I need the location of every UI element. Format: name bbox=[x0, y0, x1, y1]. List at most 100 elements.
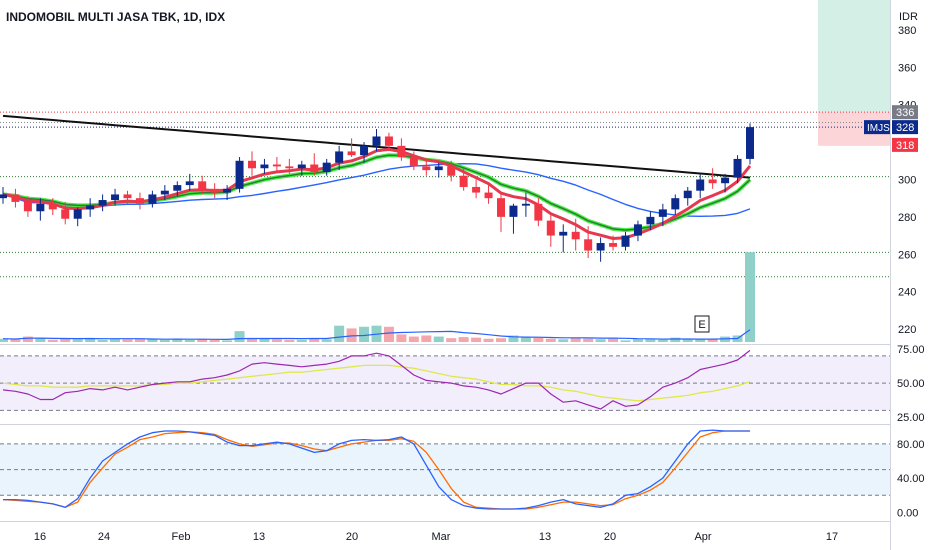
candle-body bbox=[297, 164, 306, 169]
candle-body bbox=[384, 136, 393, 146]
time-tick-label: 20 bbox=[346, 531, 358, 543]
symbol-tag-bg bbox=[864, 120, 890, 135]
candle bbox=[497, 192, 505, 232]
candle-body bbox=[61, 209, 70, 219]
price-tick-label: 240 bbox=[898, 287, 916, 299]
candle bbox=[733, 155, 742, 184]
time-tick-label: Feb bbox=[172, 531, 191, 543]
candle bbox=[11, 188, 20, 208]
volume-bar bbox=[159, 339, 170, 342]
earnings-marker-box bbox=[694, 315, 710, 333]
volume-bar bbox=[695, 338, 706, 342]
candle bbox=[584, 226, 593, 258]
candle-body bbox=[584, 239, 593, 251]
candle-body bbox=[633, 224, 642, 236]
stoch-tick-label: 40.00 bbox=[897, 473, 925, 485]
volume-bar bbox=[147, 339, 158, 342]
candle-body bbox=[73, 209, 82, 219]
candle bbox=[173, 181, 182, 197]
volume-bar bbox=[682, 339, 693, 342]
volume-bar bbox=[110, 338, 121, 342]
candle-body bbox=[135, 198, 144, 204]
time-tick-label: 13 bbox=[539, 531, 551, 543]
candle-body bbox=[360, 145, 369, 156]
price-tick-label: 280 bbox=[898, 212, 916, 224]
candle-body bbox=[733, 158, 742, 178]
candle-body bbox=[372, 136, 381, 146]
candle bbox=[397, 138, 406, 161]
candle bbox=[409, 151, 418, 171]
current-price-tag-bg bbox=[892, 120, 918, 135]
volume-bar bbox=[471, 337, 482, 342]
volume-bar bbox=[533, 337, 544, 342]
volume-bar bbox=[10, 339, 21, 342]
rsi-ma-line bbox=[2, 364, 751, 402]
rsi-line bbox=[2, 349, 751, 410]
candle bbox=[185, 173, 194, 191]
candle-body bbox=[559, 231, 568, 236]
stoch-tick-label: 0.00 bbox=[897, 507, 918, 519]
price-tick-label: 260 bbox=[898, 249, 916, 261]
candle-body bbox=[621, 235, 630, 247]
candle-body bbox=[696, 179, 705, 191]
candle-body bbox=[534, 203, 543, 221]
time-tick-label: 24 bbox=[98, 531, 110, 543]
candle-body bbox=[646, 216, 655, 225]
volume-bar bbox=[184, 339, 195, 342]
candle-body bbox=[86, 205, 95, 210]
earnings-marker-label: E bbox=[698, 319, 705, 331]
volume-bar bbox=[670, 337, 681, 342]
volume-bar bbox=[496, 338, 506, 342]
candle bbox=[23, 196, 32, 217]
candle bbox=[459, 168, 468, 191]
target-price-tag-bg bbox=[892, 105, 918, 120]
time-tick-label: 16 bbox=[34, 531, 46, 543]
candle-body bbox=[409, 157, 418, 167]
target-zone bbox=[818, 0, 890, 113]
candle-body bbox=[322, 162, 331, 172]
volume-bar bbox=[234, 331, 245, 342]
candle-body bbox=[23, 201, 32, 212]
candle bbox=[347, 138, 356, 158]
volume-bar bbox=[707, 339, 718, 342]
candle-body bbox=[235, 160, 244, 189]
candle-body bbox=[546, 220, 555, 236]
candle-body bbox=[223, 188, 232, 193]
candle-body bbox=[335, 151, 344, 163]
candle bbox=[521, 192, 530, 217]
volume-bar bbox=[745, 252, 755, 342]
volume-bar bbox=[570, 337, 581, 342]
volume-bar bbox=[172, 339, 183, 342]
candle bbox=[235, 157, 244, 193]
candle-body bbox=[571, 231, 580, 240]
candle-body bbox=[683, 190, 692, 199]
candle bbox=[708, 168, 717, 189]
stop-price-tag-text: 318 bbox=[896, 140, 914, 152]
candle bbox=[621, 231, 630, 251]
candle-body bbox=[497, 198, 505, 217]
candle bbox=[683, 186, 692, 206]
candle-body bbox=[111, 194, 120, 201]
volume-bar bbox=[284, 339, 295, 342]
candle bbox=[48, 198, 57, 215]
candle bbox=[434, 162, 443, 178]
candle-body bbox=[721, 177, 730, 184]
candle bbox=[98, 194, 107, 212]
candle-body bbox=[160, 190, 169, 195]
candle-body bbox=[509, 205, 518, 217]
volume-bar bbox=[22, 336, 33, 342]
volume-bar bbox=[60, 338, 71, 342]
candle bbox=[534, 198, 543, 227]
current-price-tag-text: 328 bbox=[896, 122, 914, 134]
volume-bar bbox=[483, 338, 494, 342]
volume-bar bbox=[359, 326, 370, 342]
candle-body bbox=[472, 186, 481, 193]
time-axis: 16 24 Feb 13 20 Mar 13 20 Apr 17 bbox=[34, 531, 838, 543]
candle bbox=[61, 201, 70, 225]
volume-bar bbox=[408, 336, 419, 342]
volume-bar bbox=[134, 338, 145, 342]
earnings-marker: E bbox=[694, 315, 710, 333]
candle-body bbox=[285, 166, 294, 169]
candle bbox=[372, 129, 381, 152]
